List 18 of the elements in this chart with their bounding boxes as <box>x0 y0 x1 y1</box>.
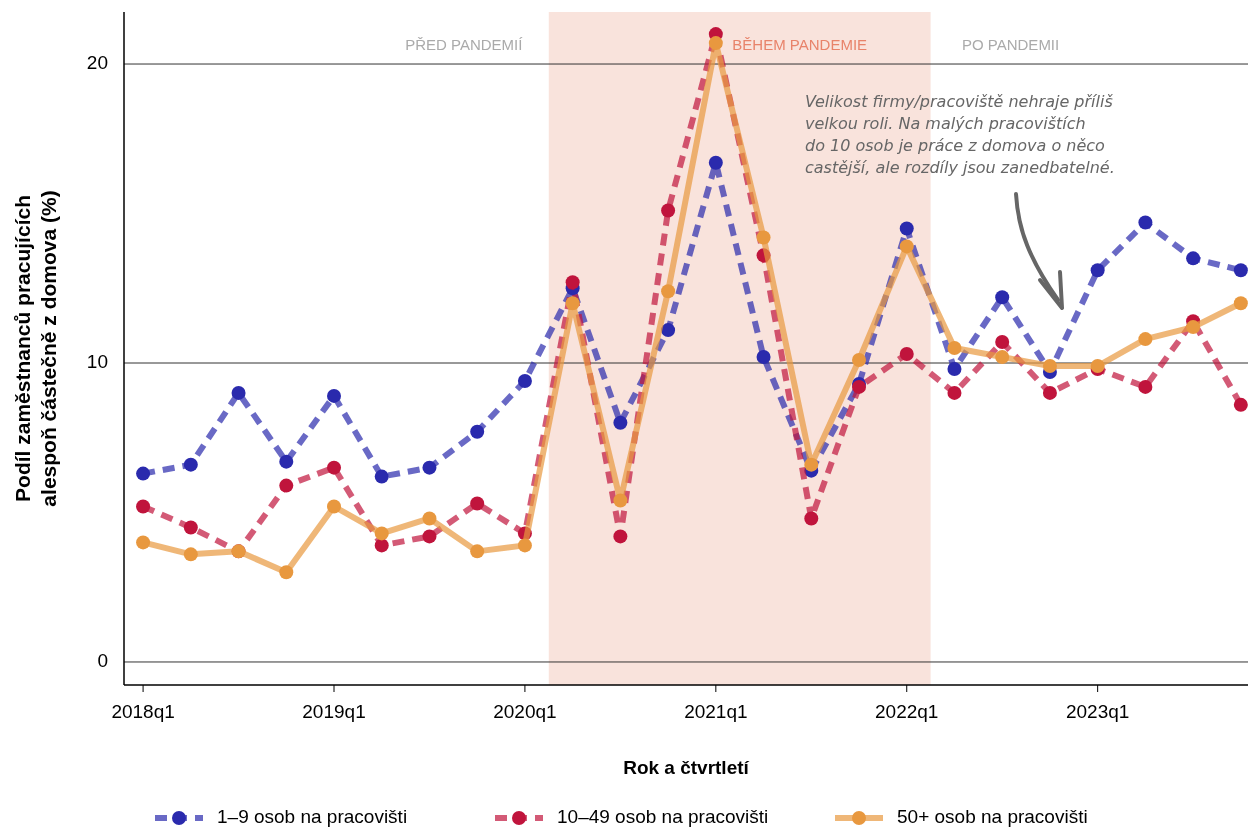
x-axis-title: Rok a čtvrtletí <box>623 757 750 778</box>
x-tick-label: 2018q1 <box>111 701 175 722</box>
x-tick-label: 2022q1 <box>875 701 939 722</box>
annotation: PŘED PANDEMIÍ <box>405 35 524 53</box>
y-tick-label: 0 <box>97 649 108 671</box>
y-tick-label: 10 <box>86 351 108 373</box>
x-tick-label: 2023q1 <box>1065 701 1130 722</box>
legend-label: 1–9 osob na pracovišti <box>217 806 408 828</box>
x-tick-label: 2020q1 <box>493 701 557 722</box>
x-tick-label: 2021q1 <box>684 701 748 722</box>
y-tick-label: 20 <box>86 52 108 74</box>
x-tick-label: 2019q1 <box>302 701 366 722</box>
band-label: BĚHEM PANDEMIE <box>732 35 868 53</box>
legend-label: 10–49 osob na pracovišti <box>557 806 769 828</box>
annotation: PO PANDEMII <box>961 35 1060 53</box>
annotation: Velikost firmy/pracoviště nehraje příliš velkou roli. Na malých pracovištích do 10 osob je práce z domova o něco castější, ale rozdíly jsou zanedbatelné. <box>805 92 1115 177</box>
legend-label: 50+ osob na pracovišti <box>897 806 1088 828</box>
y-axis-title: Podíl zaměstnanců pracujících alespoň částečně z domova (%) <box>11 190 60 507</box>
